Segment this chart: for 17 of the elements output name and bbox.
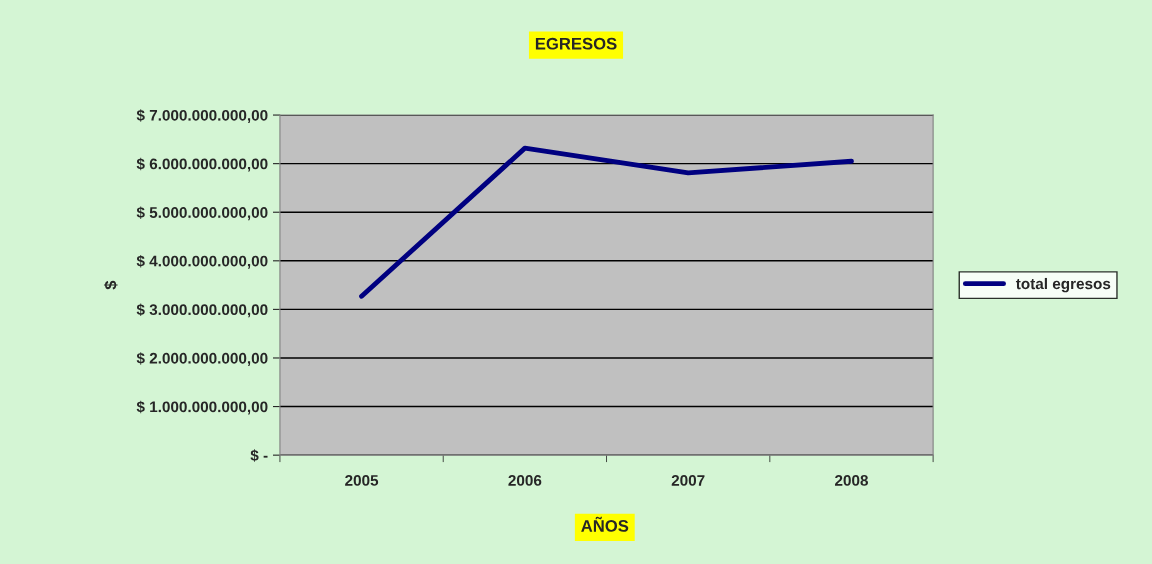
y-tick-label: $ 5.000.000.000,00 xyxy=(136,206,268,221)
y-tick-label: $ 2.000.000.000,00 xyxy=(136,352,268,366)
y-tick-label: $ 7.000.000.000,00 xyxy=(136,109,268,123)
x-axis-title: AÑOS xyxy=(581,516,629,532)
y-tick-label: $ - xyxy=(250,449,268,462)
y-tick-label: $ 4.000.000.000,00 xyxy=(136,255,268,269)
x-tick-label: 2008 xyxy=(835,475,868,486)
legend-label: total egresos xyxy=(1015,277,1111,293)
y-tick-label: $ 1.000.000.000,00 xyxy=(136,400,268,415)
y-axis-title: $ xyxy=(103,280,118,290)
chart-title: EGRESOS xyxy=(535,37,617,50)
y-tick-label: $ 6.000.000.000,00 xyxy=(136,157,268,172)
y-tick-label: $ 3.000.000.000,00 xyxy=(136,303,268,318)
x-tick-label: 2007 xyxy=(671,475,705,486)
x-tick-label: 2006 xyxy=(508,475,542,486)
line-series xyxy=(359,145,854,299)
x-tick-label: 2005 xyxy=(345,475,379,486)
